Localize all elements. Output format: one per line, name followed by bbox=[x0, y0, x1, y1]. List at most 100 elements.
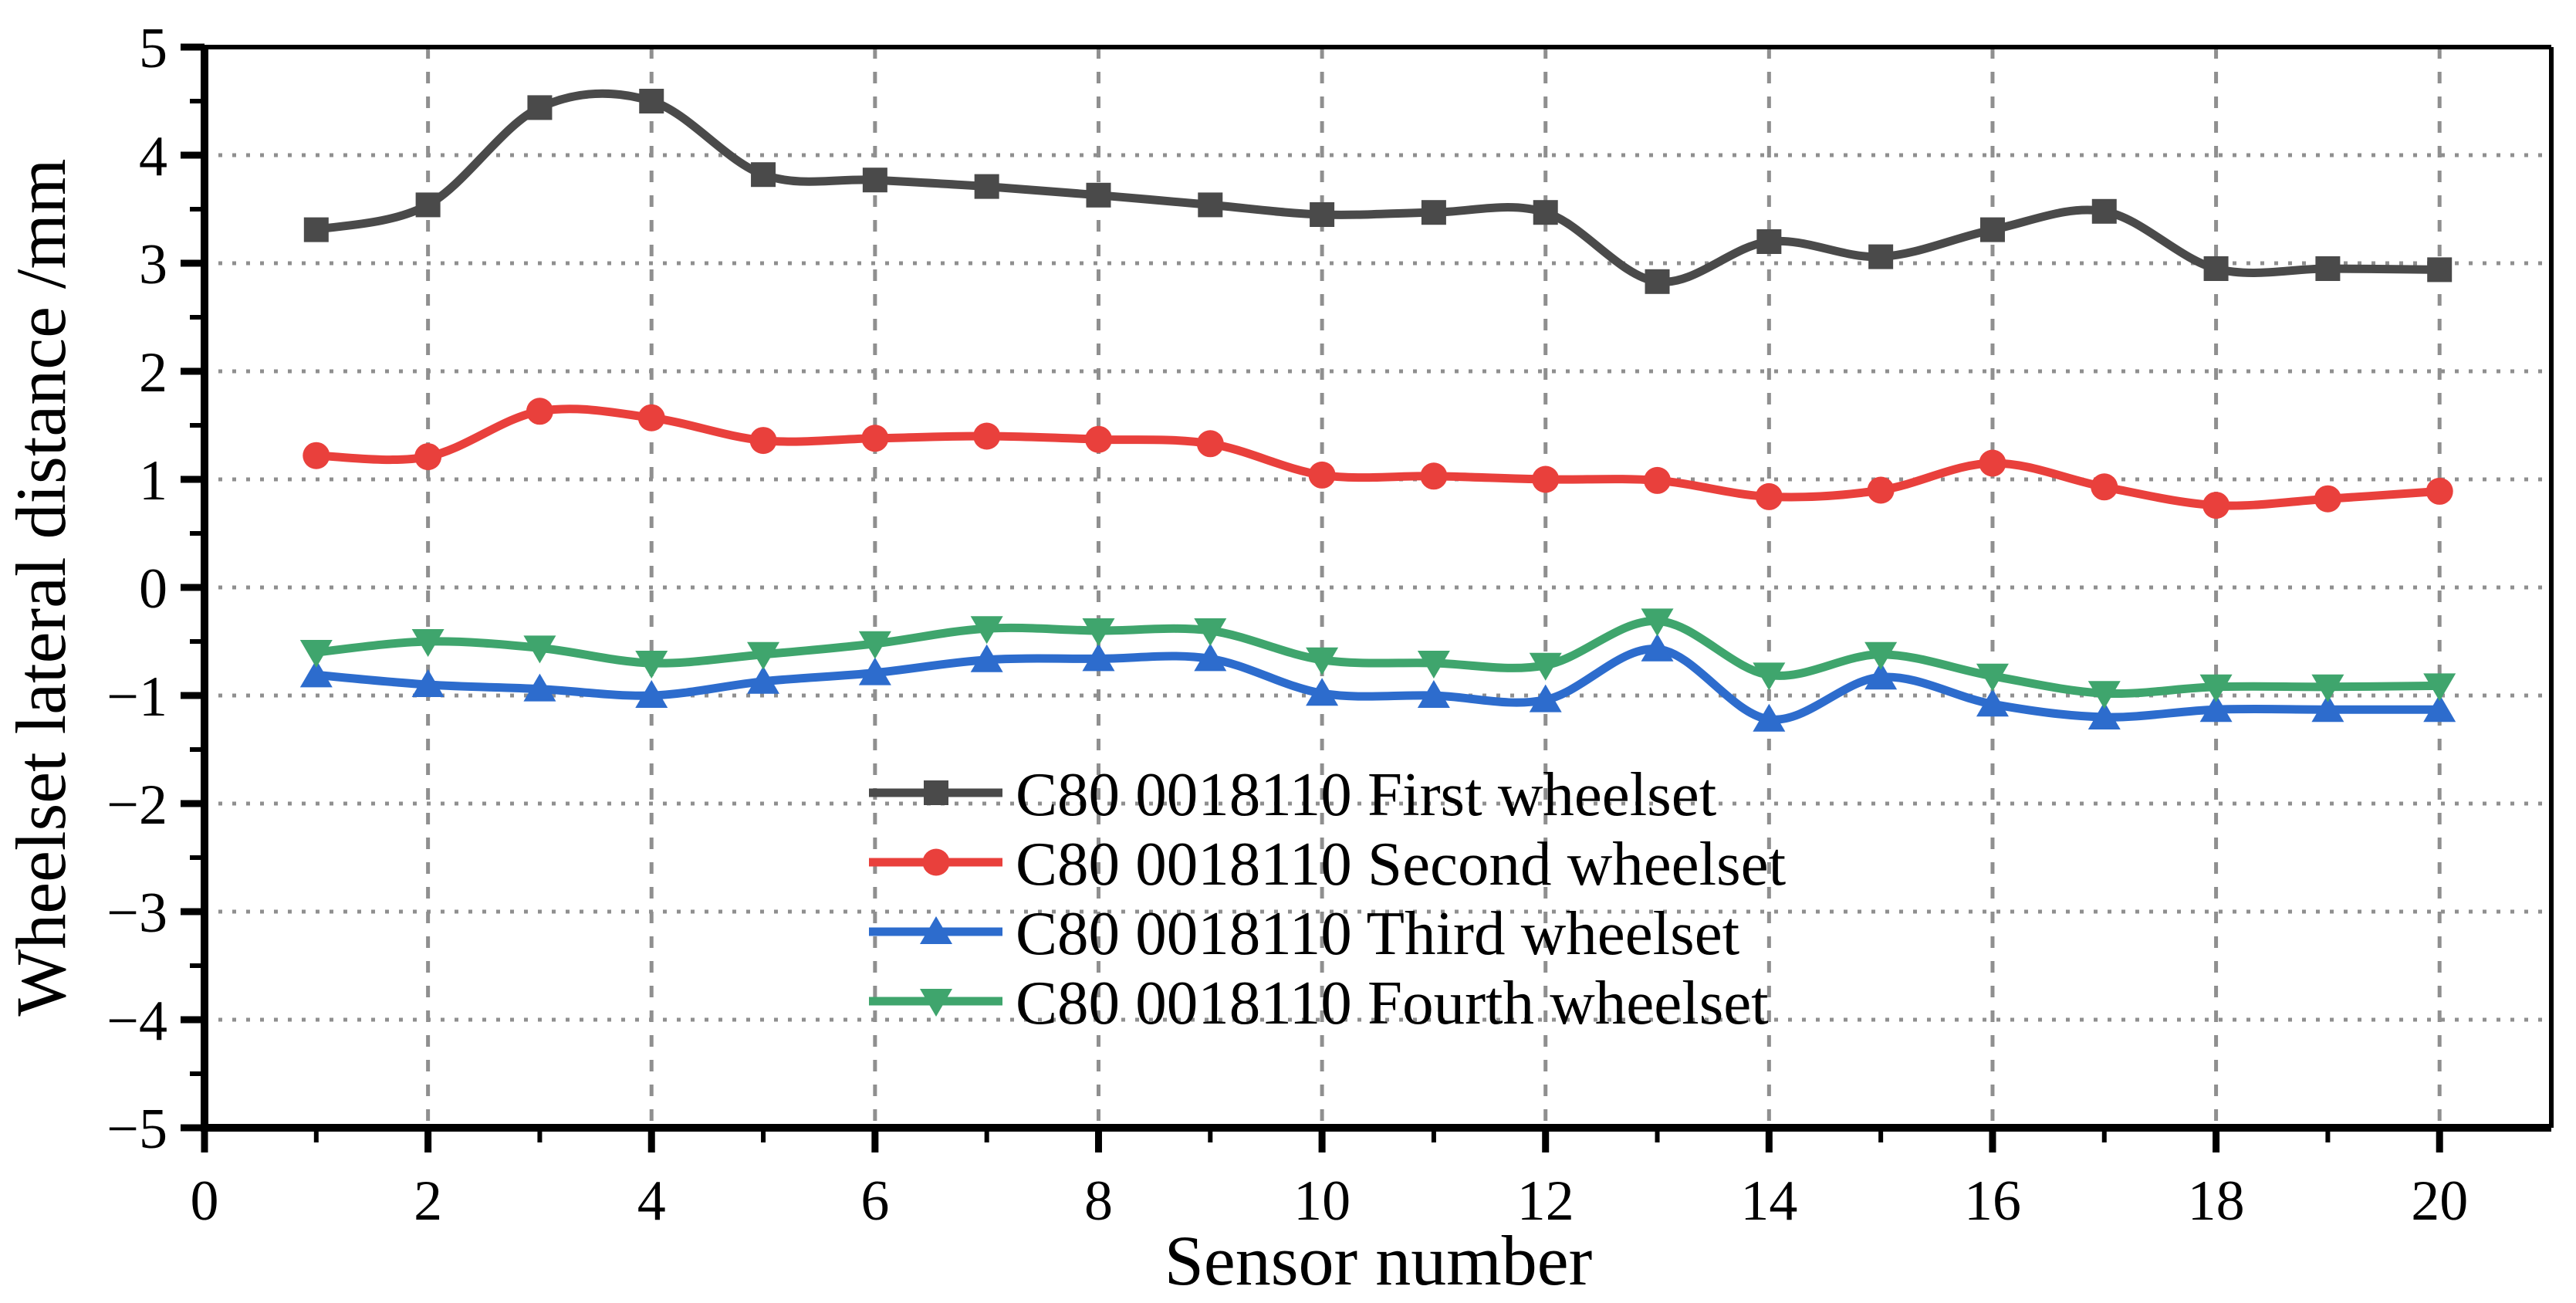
third-wheelset-marker bbox=[1641, 633, 1674, 662]
x-tick-label: 4 bbox=[637, 1169, 666, 1233]
first-wheelset-marker bbox=[1310, 202, 1335, 227]
first-wheelset-marker bbox=[639, 89, 664, 113]
fourth-wheelset-marker bbox=[1976, 663, 2009, 692]
fourth-wheelset-markers bbox=[299, 608, 2456, 709]
second-wheelset-marker bbox=[303, 442, 330, 469]
second-wheelset-marker bbox=[749, 427, 777, 455]
legend-marker-square-icon bbox=[924, 780, 948, 805]
second-wheelset-marker bbox=[861, 425, 889, 452]
fourth-wheelset-line bbox=[316, 616, 2440, 699]
tick-layer bbox=[181, 43, 2443, 1152]
third-wheelset-marker bbox=[1864, 662, 1898, 690]
fourth-wheelset-marker bbox=[1529, 652, 1562, 681]
third-wheelset-marker bbox=[411, 669, 445, 697]
third-wheelset-marker bbox=[1529, 684, 1562, 712]
third-wheelset-marker bbox=[2088, 702, 2121, 729]
legend-label: C80 0018110 Second wheelset bbox=[1016, 829, 1787, 899]
third-wheelset-marker bbox=[299, 659, 333, 688]
y-tick-label: 4 bbox=[139, 125, 167, 188]
legend-item: C80 0018110 Fourth wheelset bbox=[869, 968, 1769, 1037]
x-tick-label: 2 bbox=[414, 1169, 442, 1233]
legend-item: C80 0018110 Third wheelset bbox=[869, 899, 1740, 968]
y-tick-label: 2 bbox=[139, 341, 167, 404]
third-wheelset-marker bbox=[1976, 689, 2009, 717]
y-tick-label: −3 bbox=[106, 882, 167, 945]
first-wheelset-marker bbox=[862, 168, 887, 193]
first-wheelset-marker bbox=[2203, 256, 2229, 281]
first-wheelset-marker bbox=[303, 217, 329, 242]
x-tick-label: 6 bbox=[860, 1169, 889, 1233]
second-wheelset-markers bbox=[303, 398, 2453, 520]
y-tick-label: −5 bbox=[106, 1098, 167, 1161]
first-wheelset-marker bbox=[2427, 257, 2453, 283]
third-wheelset-marker bbox=[635, 680, 668, 708]
fourth-wheelset-marker bbox=[1306, 647, 1339, 675]
third-wheelset-marker bbox=[1753, 703, 1786, 732]
second-wheelset-marker bbox=[1308, 461, 1336, 489]
first-wheelset-marker bbox=[751, 162, 776, 188]
x-tick-label: 18 bbox=[2188, 1169, 2245, 1233]
x-tick-label: 12 bbox=[1517, 1169, 1574, 1233]
x-axis-title: Sensor number bbox=[1165, 1221, 1592, 1300]
fourth-wheelset-marker bbox=[523, 635, 556, 664]
fourth-wheelset-marker bbox=[1082, 618, 1115, 646]
third-wheelset-marker bbox=[1306, 678, 1339, 706]
fourth-wheelset-marker bbox=[2088, 681, 2121, 709]
fourth-wheelset-marker bbox=[2199, 674, 2233, 702]
legend-marker-circle-icon bbox=[922, 848, 950, 876]
fourth-wheelset-marker bbox=[970, 616, 1003, 645]
fourth-wheelset-marker bbox=[411, 629, 445, 657]
first-wheelset-marker bbox=[415, 192, 441, 218]
third-wheelset-marker bbox=[747, 665, 780, 694]
second-wheelset-marker bbox=[414, 443, 442, 471]
second-wheelset-marker bbox=[637, 404, 665, 432]
y-tick-label: −2 bbox=[106, 773, 167, 837]
second-wheelset-marker bbox=[1644, 466, 1672, 494]
fourth-wheelset-marker bbox=[1753, 662, 1786, 691]
fourth-wheelset-marker bbox=[1864, 641, 1898, 670]
fourth-wheelset-marker bbox=[858, 631, 891, 659]
fourth-wheelset-marker bbox=[2423, 673, 2456, 702]
y-tick-label: 5 bbox=[139, 17, 167, 80]
legend-label: C80 0018110 Third wheelset bbox=[1016, 899, 1740, 968]
second-wheelset-marker bbox=[1979, 449, 2006, 477]
fourth-wheelset-marker bbox=[1641, 608, 1674, 637]
first-wheelset-marker bbox=[1645, 269, 1670, 294]
first-wheelset-marker bbox=[2091, 198, 2117, 224]
first-wheelset-marker bbox=[1533, 200, 1558, 225]
second-wheelset-marker bbox=[2202, 492, 2230, 520]
legend-item: C80 0018110 Second wheelset bbox=[869, 829, 1787, 899]
third-wheelset-marker bbox=[1194, 643, 1227, 672]
first-wheelset-markers bbox=[303, 89, 2453, 294]
second-wheelset-marker bbox=[526, 398, 553, 425]
third-wheelset-line bbox=[316, 645, 2440, 724]
x-tick-label: 14 bbox=[1740, 1169, 1797, 1233]
third-wheelset-marker bbox=[1082, 643, 1115, 672]
first-wheelset-marker bbox=[1086, 182, 1111, 208]
third-wheelset-marker bbox=[2199, 694, 2233, 723]
y-tick-label: 1 bbox=[139, 449, 167, 513]
fourth-wheelset-marker bbox=[299, 640, 333, 668]
x-tick-label: 0 bbox=[191, 1169, 219, 1233]
first-wheelset-marker bbox=[1868, 244, 1894, 269]
first-wheelset-line bbox=[315, 89, 2440, 286]
legend-label: C80 0018110 First wheelset bbox=[1016, 760, 1717, 829]
second-wheelset-line bbox=[316, 404, 2440, 510]
first-wheelset-marker bbox=[1198, 192, 1223, 218]
first-wheelset-marker bbox=[1421, 200, 1446, 225]
fourth-wheelset-marker bbox=[747, 641, 780, 670]
x-tick-label: 8 bbox=[1084, 1169, 1113, 1233]
second-wheelset-marker bbox=[1755, 482, 1783, 510]
x-tick-label: 16 bbox=[1964, 1169, 2021, 1233]
second-wheelset-marker bbox=[2426, 477, 2453, 505]
second-wheelset-marker bbox=[1084, 425, 1112, 453]
y-tick-label: −4 bbox=[106, 990, 167, 1053]
third-wheelset-marker bbox=[970, 644, 1003, 672]
fourth-wheelset-marker bbox=[635, 651, 668, 679]
third-wheelset-marker bbox=[1417, 680, 1450, 708]
second-wheelset-marker bbox=[1532, 465, 1560, 493]
third-wheelset-marker bbox=[2311, 694, 2344, 723]
third-wheelset-marker bbox=[858, 657, 891, 685]
